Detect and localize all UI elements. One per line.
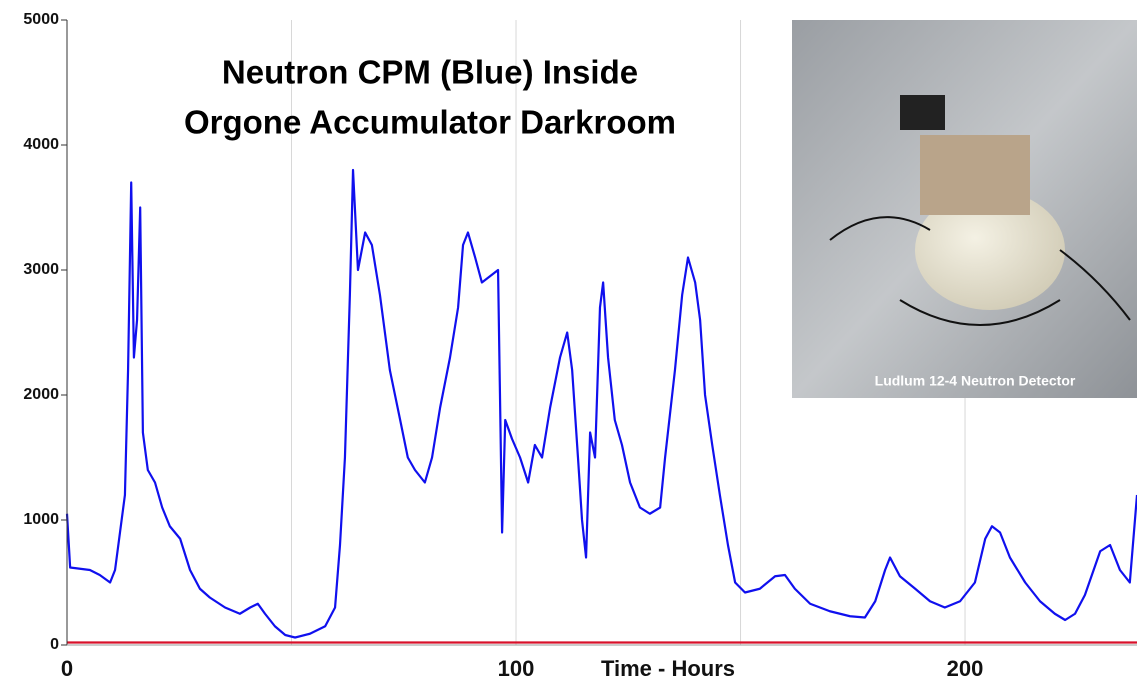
chart: Ludlum 12-4 Neutron Detector Neutron CPM… <box>0 0 1137 685</box>
chart-title: Neutron CPM (Blue) Inside <box>222 54 638 91</box>
chart-title: Orgone Accumulator Darkroom <box>184 104 676 141</box>
photo-box <box>900 95 945 130</box>
y-tick-label: 2000 <box>23 386 59 403</box>
inset-caption: Ludlum 12-4 Neutron Detector <box>875 373 1076 389</box>
x-tick-label: 100 <box>498 656 535 681</box>
y-tick-label: 4000 <box>23 136 59 153</box>
x-axis-label: Time - Hours <box>601 656 735 681</box>
x-tick-label: 200 <box>947 656 984 681</box>
y-tick-label: 0 <box>50 636 59 653</box>
y-tick-label: 5000 <box>23 11 59 28</box>
inset-photo: Ludlum 12-4 Neutron Detector <box>792 20 1137 398</box>
y-tick-label: 3000 <box>23 261 59 278</box>
y-tick-label: 1000 <box>23 511 59 528</box>
x-tick-label: 0 <box>61 656 73 681</box>
photo-meter <box>920 135 1030 215</box>
